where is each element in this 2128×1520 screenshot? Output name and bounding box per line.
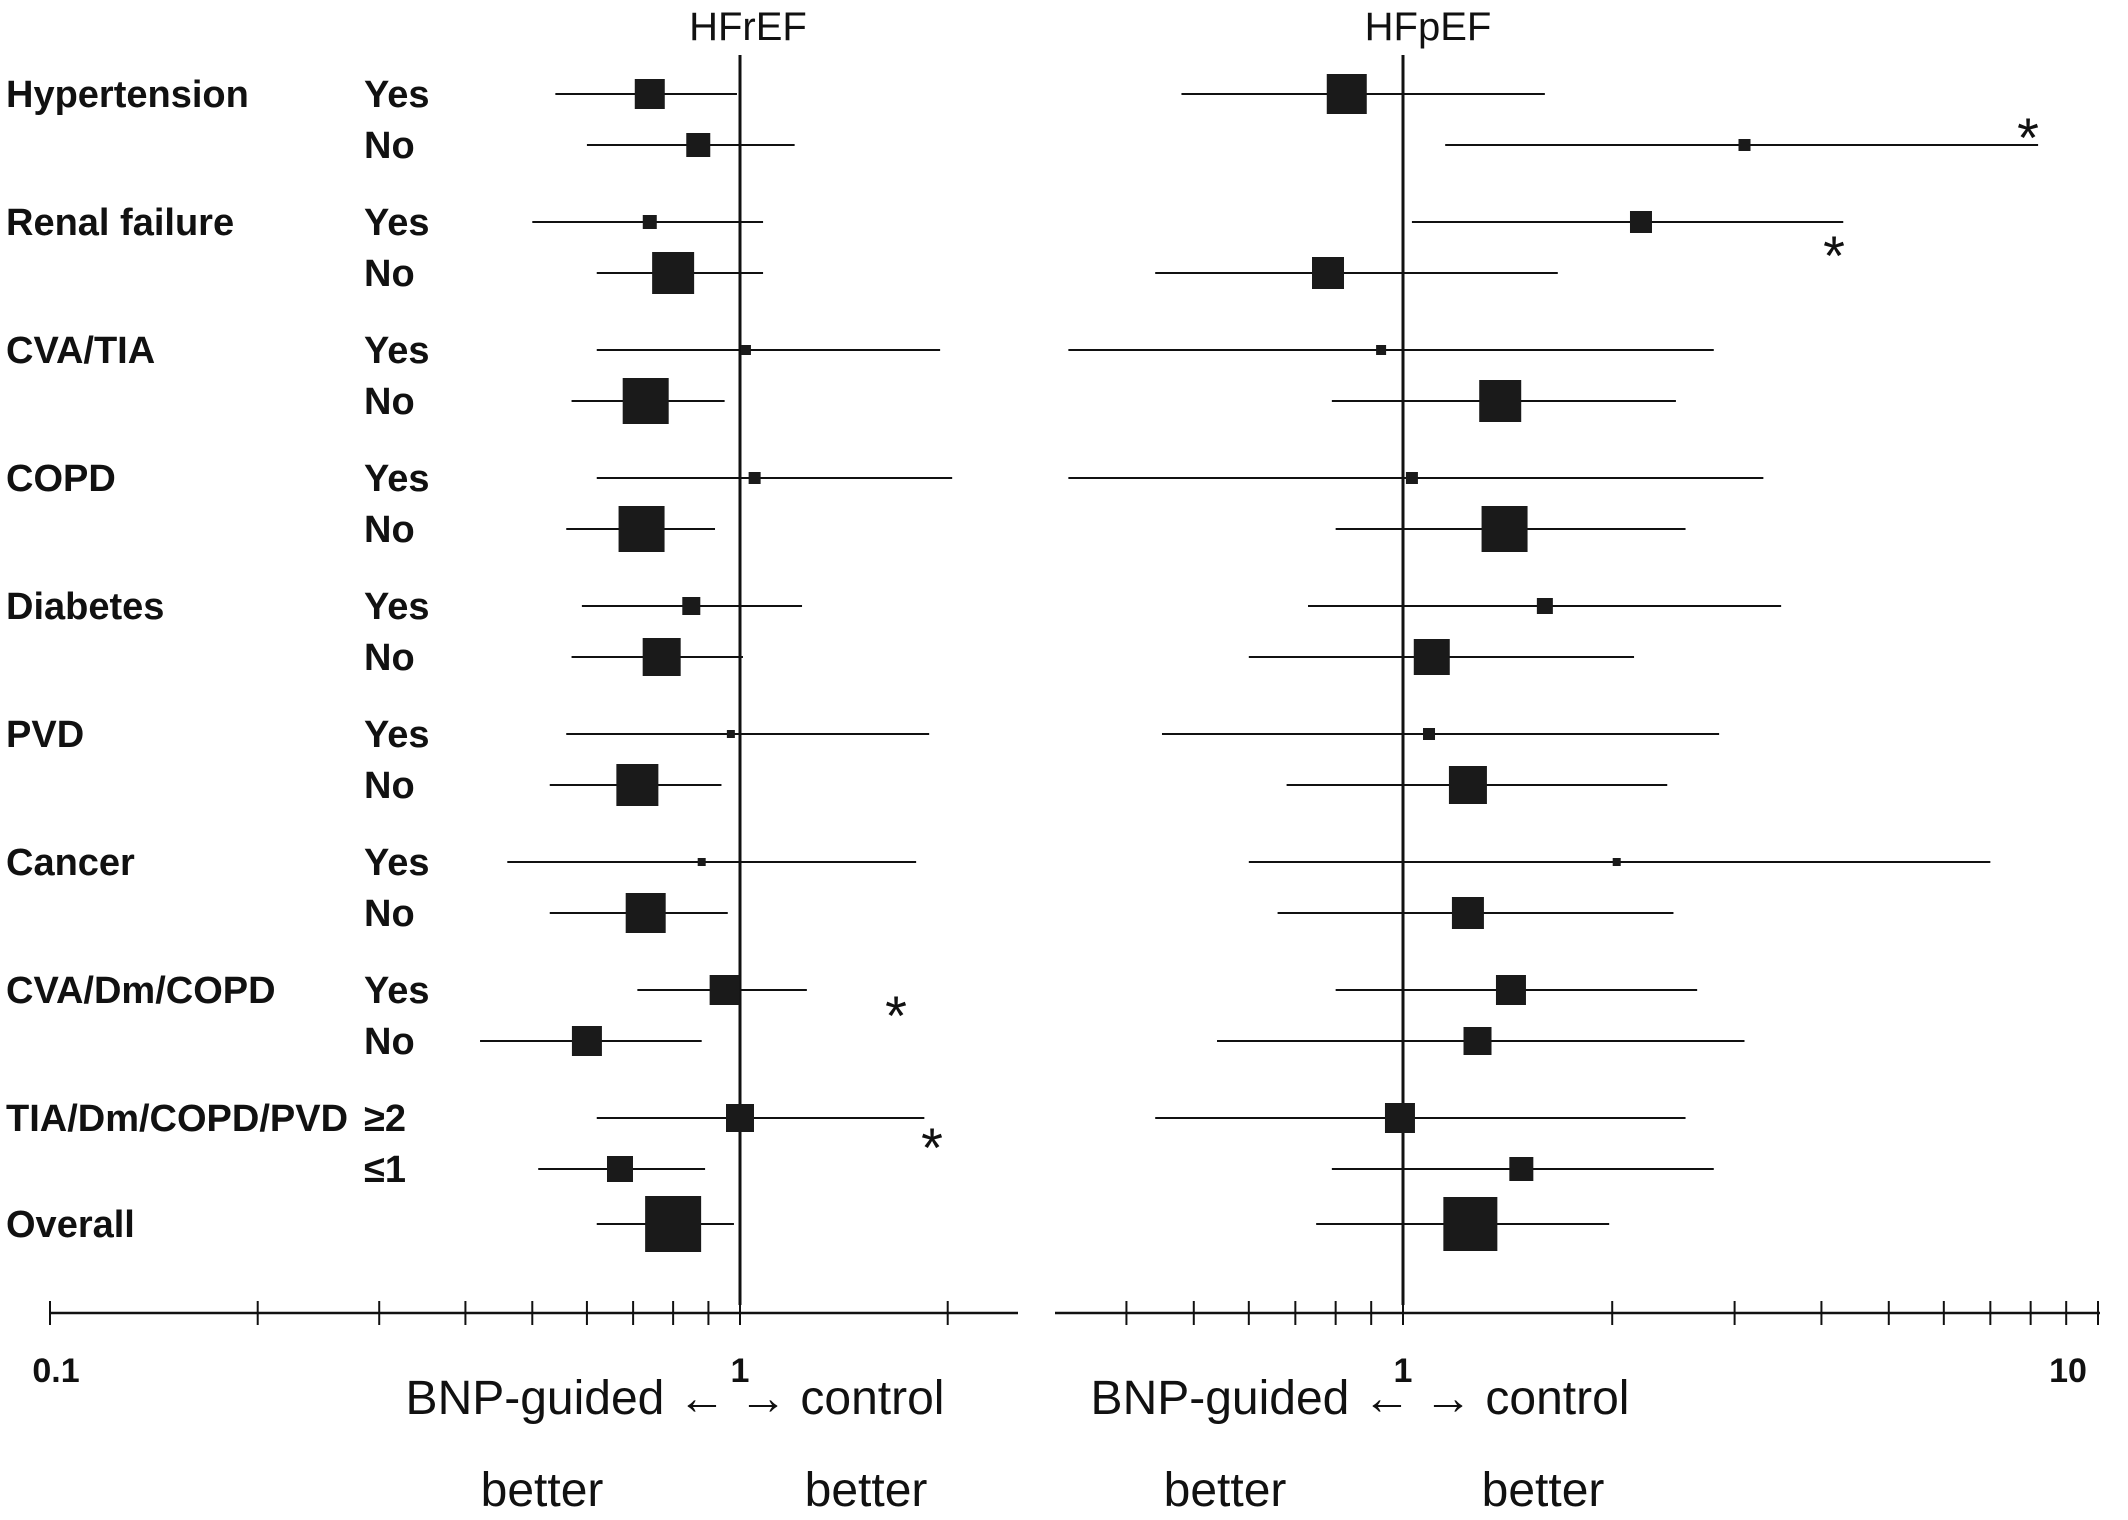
x-tick-label: 1: [1394, 1352, 1413, 1390]
row-level-label: Yes: [364, 458, 430, 500]
row-level-label: Yes: [364, 714, 430, 756]
point-estimate-marker: [622, 378, 669, 424]
row-level-label: ≤1: [364, 1149, 406, 1191]
point-estimate-marker: [1384, 1103, 1415, 1133]
point-estimate-marker: [571, 1026, 602, 1056]
row-level-label: ≥2: [364, 1098, 406, 1140]
row-level-label: Yes: [364, 842, 430, 884]
row-level-label: No: [364, 637, 415, 679]
left-better-label: better: [1164, 1464, 1287, 1517]
point-estimate-marker: [1448, 766, 1487, 804]
point-estimate-marker: [748, 472, 761, 484]
row-level-label: No: [364, 509, 415, 551]
point-estimate-marker: [1479, 380, 1522, 422]
point-estimate-marker: [1443, 1197, 1498, 1251]
point-estimate-marker: [740, 345, 751, 355]
point-estimate-marker: [1612, 858, 1621, 866]
point-estimate-marker: [686, 133, 711, 157]
point-estimate-marker: [1495, 975, 1526, 1005]
significance-star: *: [921, 1116, 943, 1179]
row-labels: Hypertension Yes No Renal failure Yes No CVA/T…: [6, 74, 430, 1246]
point-estimate-marker: [642, 638, 681, 676]
point-estimate-marker: [652, 252, 695, 294]
row-category-label: Cancer: [6, 842, 135, 884]
point-estimate-marker: [1451, 897, 1484, 929]
direction-label: BNP-guided ← → control: [1091, 1372, 1630, 1425]
row-level-label: No: [364, 1021, 415, 1063]
significance-star: *: [1823, 224, 1845, 287]
point-estimate-marker: [618, 506, 665, 552]
point-estimate-marker: [642, 215, 657, 229]
point-estimate-marker: [1536, 598, 1553, 614]
x-axis: 0.1 1 10 1: [32, 1301, 2100, 1390]
right-better-label: better: [1482, 1464, 1605, 1517]
right-better-label: better: [805, 1464, 928, 1517]
point-estimate-marker: [726, 1104, 754, 1132]
x-tick-label: 10: [2049, 1352, 2087, 1390]
point-estimate-marker: [682, 597, 701, 615]
row-category-label: PVD: [6, 714, 84, 756]
point-estimate-marker: [634, 79, 665, 109]
row-level-label: No: [364, 381, 415, 423]
row-level-label: Yes: [364, 586, 430, 628]
point-estimate-marker: [1423, 728, 1436, 740]
panel-title: HFrEF: [689, 5, 807, 49]
point-estimate-marker: [616, 764, 659, 806]
row-level-label: No: [364, 253, 415, 295]
row-category-label: Renal failure: [6, 202, 234, 244]
row-level-label: Yes: [364, 970, 430, 1012]
point-estimate-marker: [1413, 639, 1450, 675]
row-level-label: Yes: [364, 74, 430, 116]
point-estimate-marker: [726, 730, 735, 738]
point-estimate-marker: [1463, 1027, 1492, 1055]
point-estimate-marker: [1376, 345, 1387, 355]
row-level-label: Yes: [364, 330, 430, 372]
direction-label: BNP-guided ← → control: [406, 1372, 945, 1425]
panel-hfref: HFrEF * * BNP-guided ← → control better bette…: [406, 5, 953, 1517]
row-category-label: CVA/Dm/COPD: [6, 970, 276, 1012]
point-estimate-marker: [645, 1196, 702, 1252]
point-estimate-marker: [606, 1156, 633, 1182]
left-better-label: better: [481, 1464, 604, 1517]
point-estimate-marker: [1481, 506, 1528, 552]
point-estimate-marker: [1738, 139, 1751, 151]
row-category-label: COPD: [6, 458, 116, 500]
significance-star: *: [2017, 106, 2039, 169]
panel-hfpef: HFpEF * * BNP-guided ← → control better bette…: [1068, 5, 2039, 1517]
point-estimate-marker: [697, 858, 706, 866]
row-category-label: Hypertension: [6, 74, 249, 116]
point-estimate-marker: [625, 893, 666, 933]
row-level-label: Yes: [364, 202, 430, 244]
point-estimate-marker: [1629, 211, 1652, 233]
point-estimate-marker: [1326, 74, 1367, 114]
panel-title: HFpEF: [1365, 5, 1492, 49]
row-level-label: No: [364, 125, 415, 167]
row-level-label: No: [364, 893, 415, 935]
row-level-label: No: [364, 765, 415, 807]
row-category-label: CVA/TIA: [6, 330, 155, 372]
point-estimate-marker: [1405, 472, 1418, 484]
row-category-label: Diabetes: [6, 586, 164, 628]
point-estimate-marker: [709, 975, 740, 1005]
point-estimate-marker: [1509, 1157, 1534, 1181]
point-estimate-marker: [1312, 257, 1345, 289]
x-tick-label: 1: [731, 1352, 750, 1390]
row-category-label: Overall: [6, 1204, 135, 1246]
row-category-label: TIA/Dm/COPD/PVD: [6, 1098, 348, 1140]
x-tick-label: 0.1: [32, 1352, 79, 1390]
significance-star: *: [885, 984, 907, 1047]
